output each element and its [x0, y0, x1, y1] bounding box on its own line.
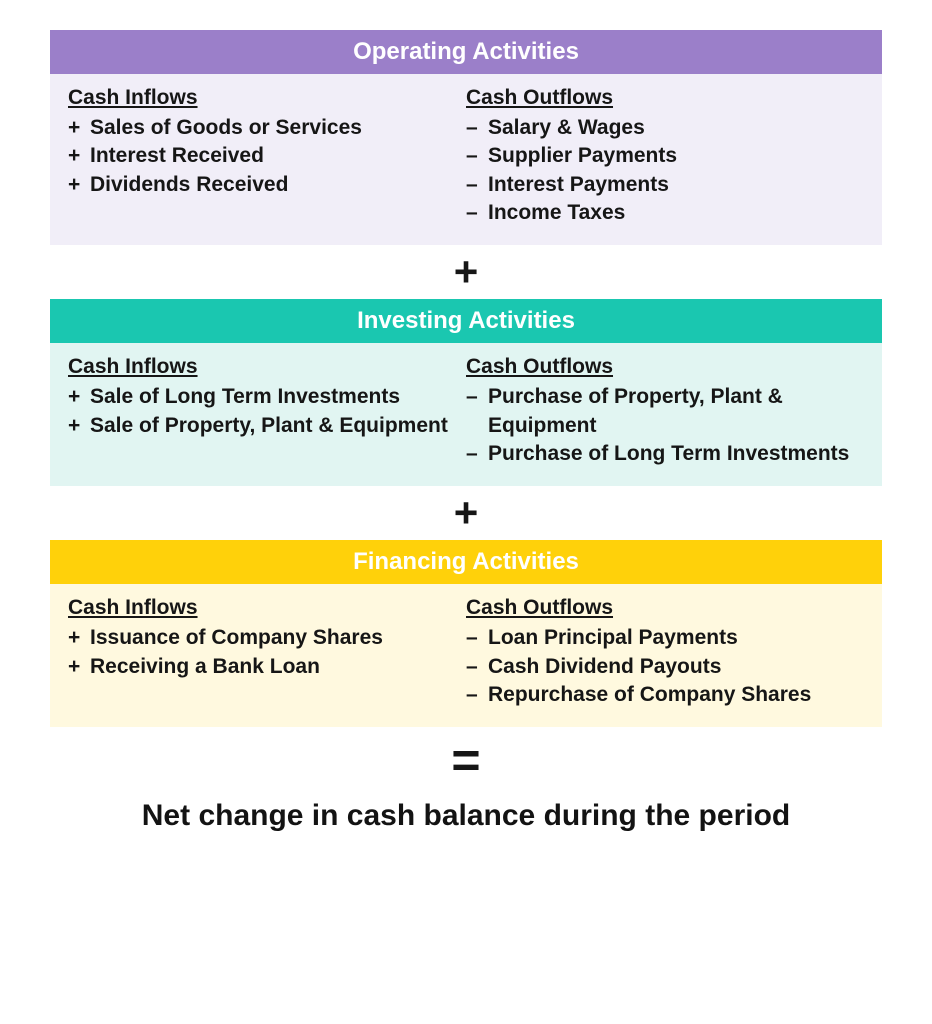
- plus-sign: +: [68, 383, 90, 411]
- outflow-text: Purchase of Property, Plant & Equipment: [488, 383, 864, 440]
- inflow-text: Sale of Long Term Investments: [90, 383, 466, 411]
- plus-sign: +: [68, 624, 90, 652]
- inflow-item: +Receiving a Bank Loan: [68, 653, 466, 681]
- outflow-text: Purchase of Long Term Investments: [488, 440, 864, 468]
- plus-sign: +: [68, 653, 90, 681]
- inflows-column: Cash Inflows+Sales of Goods or Services+…: [68, 86, 466, 227]
- outflow-item: –Income Taxes: [466, 199, 864, 227]
- plus-sign: +: [68, 412, 90, 440]
- section-body: Cash Inflows +Issuance of Company Shares+…: [50, 584, 882, 727]
- outflow-item: –Loan Principal Payments: [466, 624, 864, 652]
- section-header: Financing Activities: [50, 540, 882, 584]
- equals-operator: =: [50, 727, 882, 799]
- section-header: Investing Activities: [50, 299, 882, 343]
- minus-sign: –: [466, 440, 488, 468]
- section-header: Operating Activities: [50, 30, 882, 74]
- plus-sign: +: [68, 142, 90, 170]
- inflow-item: +Sales of Goods or Services: [68, 114, 466, 142]
- inflow-text: Sale of Property, Plant & Equipment: [90, 412, 466, 440]
- outflow-text: Repurchase of Company Shares: [488, 681, 864, 709]
- minus-sign: –: [466, 114, 488, 142]
- outflow-item: –Cash Dividend Payouts: [466, 653, 864, 681]
- outflows-column: Cash Outflows –Purchase of Property, Plan…: [466, 355, 864, 468]
- inflow-item: +Sale of Long Term Investments: [68, 383, 466, 411]
- activity-section: Investing Activities Cash Inflows +Sale of…: [50, 299, 882, 486]
- outflow-text: Supplier Payments: [488, 142, 864, 170]
- outflow-text: Income Taxes: [488, 199, 864, 227]
- outflow-item: –Salary & Wages: [466, 114, 864, 142]
- outflows-title: Cash Outflows: [466, 596, 864, 620]
- outflows-column: Cash Outflows–Loan Principal Payments–Ca…: [466, 596, 864, 709]
- activity-section: Financing Activities Cash Inflows +Issuanc…: [50, 540, 882, 727]
- minus-sign: –: [466, 624, 488, 652]
- inflow-text: Sales of Goods or Services: [90, 114, 466, 142]
- outflow-item: –Repurchase of Company Shares: [466, 681, 864, 709]
- outflows-title: Cash Outflows: [466, 86, 864, 110]
- inflow-item: +Sale of Property, Plant & Equipment: [68, 412, 466, 440]
- activity-section: Operating ActivitiesCash Inflows+Sales o…: [50, 30, 882, 245]
- inflows-column: Cash Inflows +Sale of Long Term Investmen…: [68, 355, 466, 468]
- outflow-item: –Supplier Payments: [466, 142, 864, 170]
- inflow-item: +Interest Received: [68, 142, 466, 170]
- outflow-text: Interest Payments: [488, 171, 864, 199]
- minus-sign: –: [466, 142, 488, 170]
- inflows-title: Cash Inflows: [68, 596, 466, 620]
- outflow-item: –Purchase of Long Term Investments: [466, 440, 864, 468]
- inflow-item: +Issuance of Company Shares: [68, 624, 466, 652]
- minus-sign: –: [466, 383, 488, 440]
- outflows-title: Cash Outflows: [466, 355, 864, 379]
- inflows-title: Cash Inflows: [68, 86, 466, 110]
- minus-sign: –: [466, 653, 488, 681]
- plus-sign: +: [68, 171, 90, 199]
- plus-operator: +: [50, 486, 882, 540]
- minus-sign: –: [466, 199, 488, 227]
- result-text: Net change in cash balance during the pe…: [50, 799, 882, 833]
- outflow-text: Cash Dividend Payouts: [488, 653, 864, 681]
- section-body: Cash Inflows +Sale of Long Term Investmen…: [50, 343, 882, 486]
- outflow-text: Loan Principal Payments: [488, 624, 864, 652]
- inflow-text: Receiving a Bank Loan: [90, 653, 466, 681]
- outflow-text: Salary & Wages: [488, 114, 864, 142]
- outflow-item: –Interest Payments: [466, 171, 864, 199]
- plus-operator: +: [50, 245, 882, 299]
- outflow-item: –Purchase of Property, Plant & Equipment: [466, 383, 864, 440]
- section-body: Cash Inflows+Sales of Goods or Services+…: [50, 74, 882, 245]
- minus-sign: –: [466, 681, 488, 709]
- inflows-column: Cash Inflows +Issuance of Company Shares+…: [68, 596, 466, 709]
- inflow-text: Interest Received: [90, 142, 466, 170]
- plus-sign: +: [68, 114, 90, 142]
- inflow-item: +Dividends Received: [68, 171, 466, 199]
- cashflow-diagram: Operating ActivitiesCash Inflows+Sales o…: [50, 30, 882, 833]
- minus-sign: –: [466, 171, 488, 199]
- inflow-text: Dividends Received: [90, 171, 466, 199]
- inflow-text: Issuance of Company Shares: [90, 624, 466, 652]
- inflows-title: Cash Inflows: [68, 355, 466, 379]
- outflows-column: Cash Outflows–Salary & Wages–Supplier Pa…: [466, 86, 864, 227]
